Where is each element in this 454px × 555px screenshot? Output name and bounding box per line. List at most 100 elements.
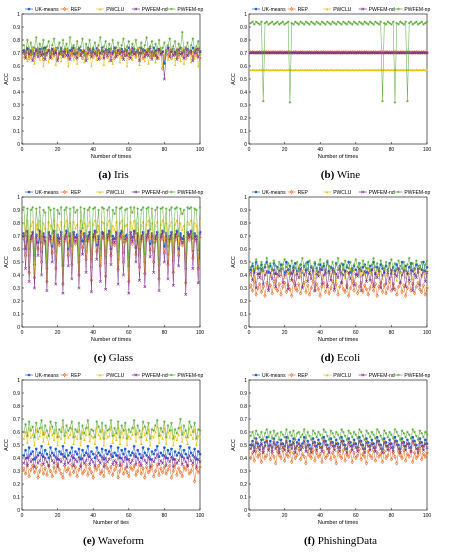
caption-c: (c) Glass: [0, 352, 227, 364]
y-tick-label: 0.5: [240, 443, 247, 449]
y-tick-label: 1: [17, 12, 20, 18]
data-point: [188, 420, 191, 423]
legend-label: PWFEM-np: [404, 190, 430, 196]
data-point: [177, 427, 180, 430]
data-point: [177, 235, 180, 238]
data-point: [335, 439, 338, 442]
x-tick-label: 0: [248, 147, 251, 153]
data-point: [388, 263, 391, 266]
x-tick-label: 80: [162, 330, 168, 336]
data-point: [317, 263, 320, 266]
data-point: [138, 453, 141, 456]
legend-marker: [255, 374, 258, 377]
data-point: [383, 267, 386, 270]
data-point: [128, 428, 131, 431]
legend-label: UK-means: [35, 373, 59, 379]
data-point: [124, 209, 127, 212]
data-point: [403, 432, 406, 435]
data-point: [406, 263, 409, 266]
data-point: [190, 206, 193, 209]
data-point: [90, 258, 93, 261]
y-tick-label: 0.7: [13, 234, 20, 240]
data-point: [195, 45, 198, 48]
data-point: [365, 437, 368, 440]
data-point: [184, 453, 187, 456]
data-point: [324, 269, 327, 272]
data-point: [83, 432, 86, 435]
data-point: [383, 437, 386, 440]
data-point: [115, 206, 118, 209]
data-point: [94, 436, 97, 439]
data-point: [79, 206, 82, 209]
data-point: [60, 206, 63, 209]
data-point: [353, 439, 356, 442]
data-point: [417, 439, 420, 442]
data-point: [408, 257, 411, 260]
x-tick-label: 0: [248, 513, 251, 519]
data-point: [97, 209, 100, 212]
data-point: [115, 47, 118, 50]
data-point: [410, 437, 413, 440]
y-tick-label: 0.4: [240, 456, 247, 462]
data-point: [106, 53, 109, 56]
data-point: [267, 436, 270, 439]
y-tick-label: 0.8: [13, 404, 20, 410]
data-point: [95, 446, 98, 449]
data-point: [149, 45, 152, 48]
x-tick-label: 100: [196, 513, 205, 519]
data-point: [174, 207, 177, 210]
data-point: [340, 428, 343, 431]
caption-e: (e) Waveform: [0, 535, 227, 547]
legend-marker: [28, 8, 31, 11]
data-point: [39, 452, 42, 455]
caption-f: (f) PhishingData: [227, 535, 454, 547]
data-point: [42, 433, 45, 436]
data-point: [305, 262, 308, 265]
y-tick-label: 0.1: [13, 129, 20, 135]
data-point: [128, 261, 131, 264]
data-point: [46, 261, 49, 264]
data-point: [108, 450, 111, 453]
data-point: [145, 454, 148, 457]
data-point: [167, 449, 170, 452]
data-point: [79, 45, 82, 48]
data-point: [145, 432, 148, 435]
data-point: [135, 232, 138, 235]
data-point: [253, 437, 256, 440]
data-point: [251, 431, 254, 434]
x-tick-label: 100: [423, 513, 432, 519]
data-point: [376, 262, 379, 265]
data-point: [251, 440, 254, 443]
data-point: [379, 435, 382, 438]
data-point: [74, 428, 77, 431]
data-point: [371, 439, 374, 442]
data-point: [145, 207, 148, 210]
data-point: [273, 259, 276, 262]
data-point: [142, 52, 145, 55]
y-tick-label: 0.9: [240, 25, 247, 31]
data-point: [296, 432, 299, 435]
x-tick-label: 20: [282, 147, 288, 153]
x-tick-label: 80: [389, 147, 395, 153]
data-point: [424, 263, 427, 266]
x-tick-label: 60: [126, 513, 132, 519]
legend-label: PWFEM-nd: [142, 190, 168, 196]
data-point: [26, 39, 29, 42]
caption-name: PhishingData: [318, 535, 377, 547]
data-point: [337, 257, 340, 260]
data-point: [154, 449, 157, 452]
data-point: [49, 446, 52, 449]
data-point: [179, 418, 182, 421]
data-point: [81, 449, 84, 452]
data-point: [62, 419, 65, 422]
data-point: [53, 454, 56, 457]
data-point: [90, 450, 93, 453]
x-tick-label: 60: [353, 513, 359, 519]
data-point: [53, 207, 56, 210]
data-point: [289, 269, 292, 272]
data-point: [290, 435, 293, 438]
data-point: [280, 270, 283, 273]
